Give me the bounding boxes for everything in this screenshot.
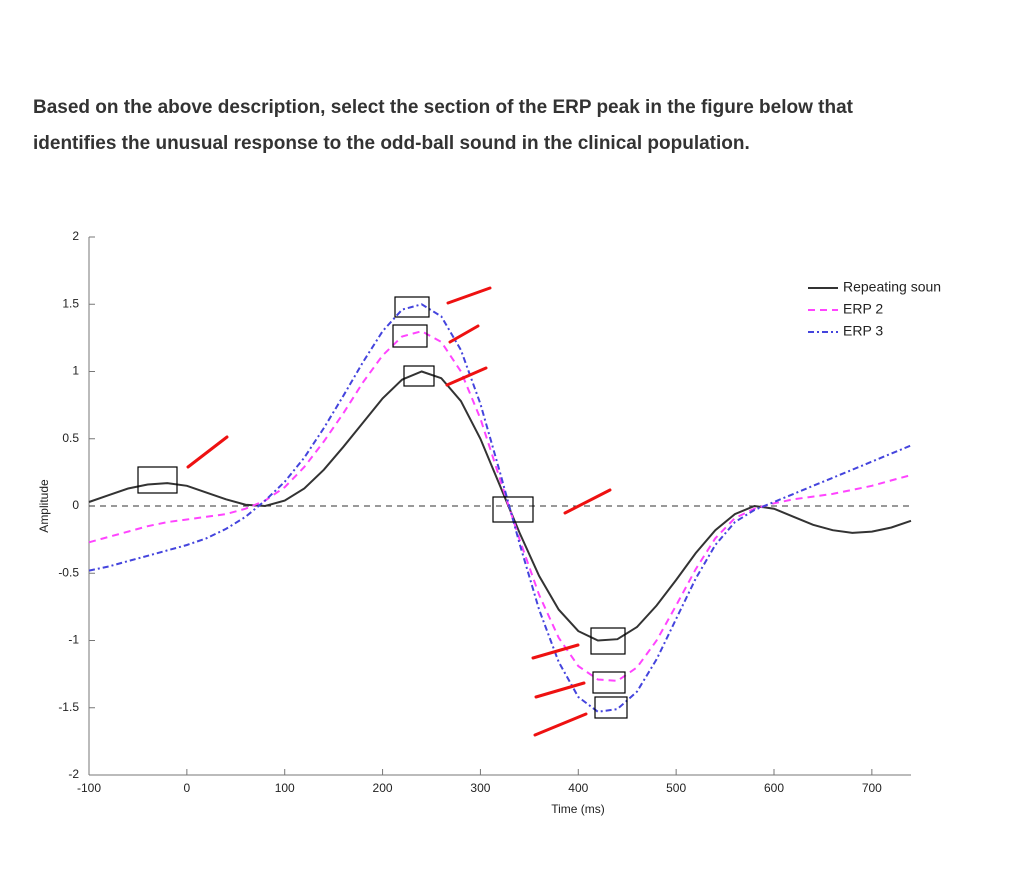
y-axis-label: Amplitude (37, 479, 51, 533)
y-tick-label: 1 (72, 364, 79, 378)
x-tick-label: 700 (862, 781, 882, 795)
y-tick-label: -1 (68, 633, 79, 647)
arrow (533, 712, 588, 737)
series-line (88, 370, 912, 642)
region-box[interactable] (590, 627, 626, 655)
x-tick-label: 300 (470, 781, 490, 795)
answer-regions (137, 296, 628, 719)
y-tick-label: -1.5 (58, 700, 79, 714)
legend-label: ERP 2 (843, 301, 883, 317)
y-tick-label: 0 (72, 498, 79, 512)
x-tick-label: 100 (275, 781, 295, 795)
region-box[interactable] (394, 296, 430, 318)
arrow (448, 324, 480, 344)
y-tick-label: -0.5 (58, 565, 79, 579)
question-text: Based on the above description, select t… (33, 97, 853, 154)
region-box[interactable] (392, 324, 428, 348)
x-tick-label: 600 (764, 781, 784, 795)
legend-label: ERP 3 (843, 323, 883, 339)
arrow (445, 366, 488, 387)
x-tick-label: -100 (77, 781, 101, 795)
y-tick-label: 2 (72, 229, 79, 243)
y-tick-label: -2 (68, 767, 79, 781)
y-tick-label: 0.5 (62, 431, 79, 445)
x-tick-label: 0 (184, 781, 191, 795)
legend-label: Repeating soun (843, 279, 941, 295)
region-box[interactable] (594, 696, 628, 719)
arrow (563, 488, 612, 515)
series-line (88, 303, 912, 713)
region-box[interactable] (403, 365, 435, 387)
red-arrows (186, 286, 612, 737)
x-tick-label: 200 (373, 781, 393, 795)
y-tick-label: 1.5 (62, 296, 79, 310)
arrow (534, 681, 586, 699)
arrow (531, 643, 580, 660)
arrow (186, 435, 229, 469)
region-box[interactable] (492, 496, 534, 523)
region-box[interactable] (137, 466, 178, 494)
series-line (88, 330, 912, 682)
region-box[interactable] (592, 671, 626, 694)
x-tick-label: 400 (568, 781, 588, 795)
arrow (446, 286, 492, 305)
x-axis-label: Time (ms) (551, 802, 605, 816)
x-tick-label: 500 (666, 781, 686, 795)
